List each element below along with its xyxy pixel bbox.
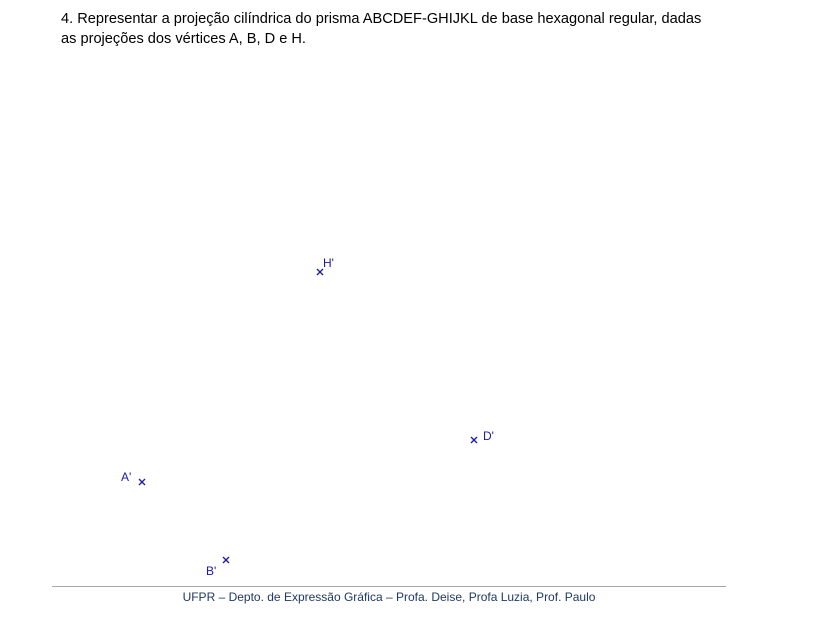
point-h-prime: H' [316,256,334,276]
point-d-prime: D' [470,429,494,444]
point-h-marker-icon [316,268,324,276]
point-h-label: H' [323,256,334,270]
exercise-statement-line-1: 4. Representar a projeção cilíndrica do … [61,11,702,27]
exercise-statement: 4. Representar a projeção cilíndrica do … [61,9,741,49]
point-a-prime: A' [121,470,146,486]
point-b-marker-icon [222,556,230,564]
point-d-marker-icon [470,436,478,444]
point-d-label: D' [483,429,494,443]
footer-credits: UFPR – Depto. de Expressão Gráfica – Pro… [182,590,596,604]
point-a-label: A' [121,470,131,484]
footer-divider [52,586,726,587]
point-b-prime: B' [206,556,230,578]
point-b-label: B' [206,564,216,578]
point-a-marker-icon [138,478,146,486]
exercise-statement-line-2: as projeções dos vértices A, B, D e H. [61,31,306,47]
